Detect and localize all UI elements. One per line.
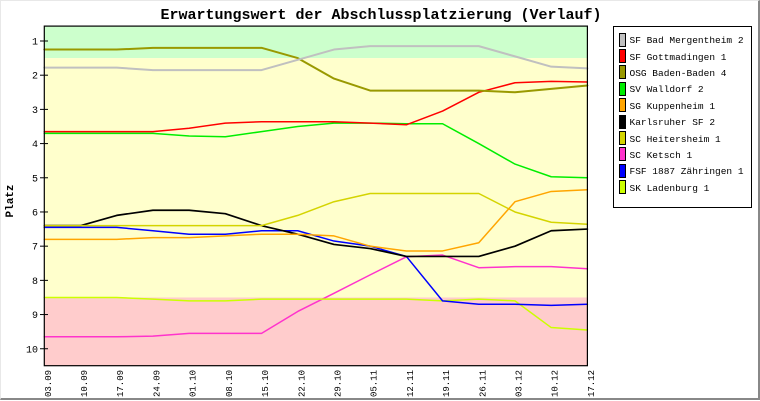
- svg-text:4: 4: [32, 140, 38, 151]
- svg-text:12.11: 12.11: [406, 370, 416, 397]
- svg-text:01.10: 01.10: [189, 370, 199, 397]
- svg-text:19.11: 19.11: [442, 370, 452, 397]
- svg-text:10.12: 10.12: [551, 370, 561, 397]
- svg-text:17.09: 17.09: [116, 370, 126, 397]
- svg-text:10.09: 10.09: [80, 370, 90, 397]
- svg-text:15.10: 15.10: [261, 370, 271, 397]
- svg-text:22.10: 22.10: [297, 370, 307, 397]
- svg-text:8: 8: [32, 277, 38, 288]
- svg-text:Platz: Platz: [5, 184, 17, 217]
- svg-text:2: 2: [32, 72, 38, 83]
- svg-text:08.10: 08.10: [225, 370, 235, 397]
- svg-text:10: 10: [26, 345, 38, 356]
- svg-text:24.09: 24.09: [152, 370, 162, 397]
- svg-text:1: 1: [32, 38, 38, 49]
- svg-text:03.09: 03.09: [44, 370, 54, 397]
- svg-text:26.11: 26.11: [478, 370, 488, 397]
- svg-text:6: 6: [32, 209, 38, 220]
- svg-text:17.12: 17.12: [587, 370, 597, 397]
- svg-text:5: 5: [32, 174, 38, 185]
- svg-text:7: 7: [32, 243, 38, 254]
- svg-text:9: 9: [32, 311, 38, 322]
- svg-text:3: 3: [32, 106, 38, 117]
- svg-text:29.10: 29.10: [333, 370, 343, 397]
- svg-text:05.11: 05.11: [370, 370, 380, 397]
- svg-text:03.12: 03.12: [514, 370, 524, 397]
